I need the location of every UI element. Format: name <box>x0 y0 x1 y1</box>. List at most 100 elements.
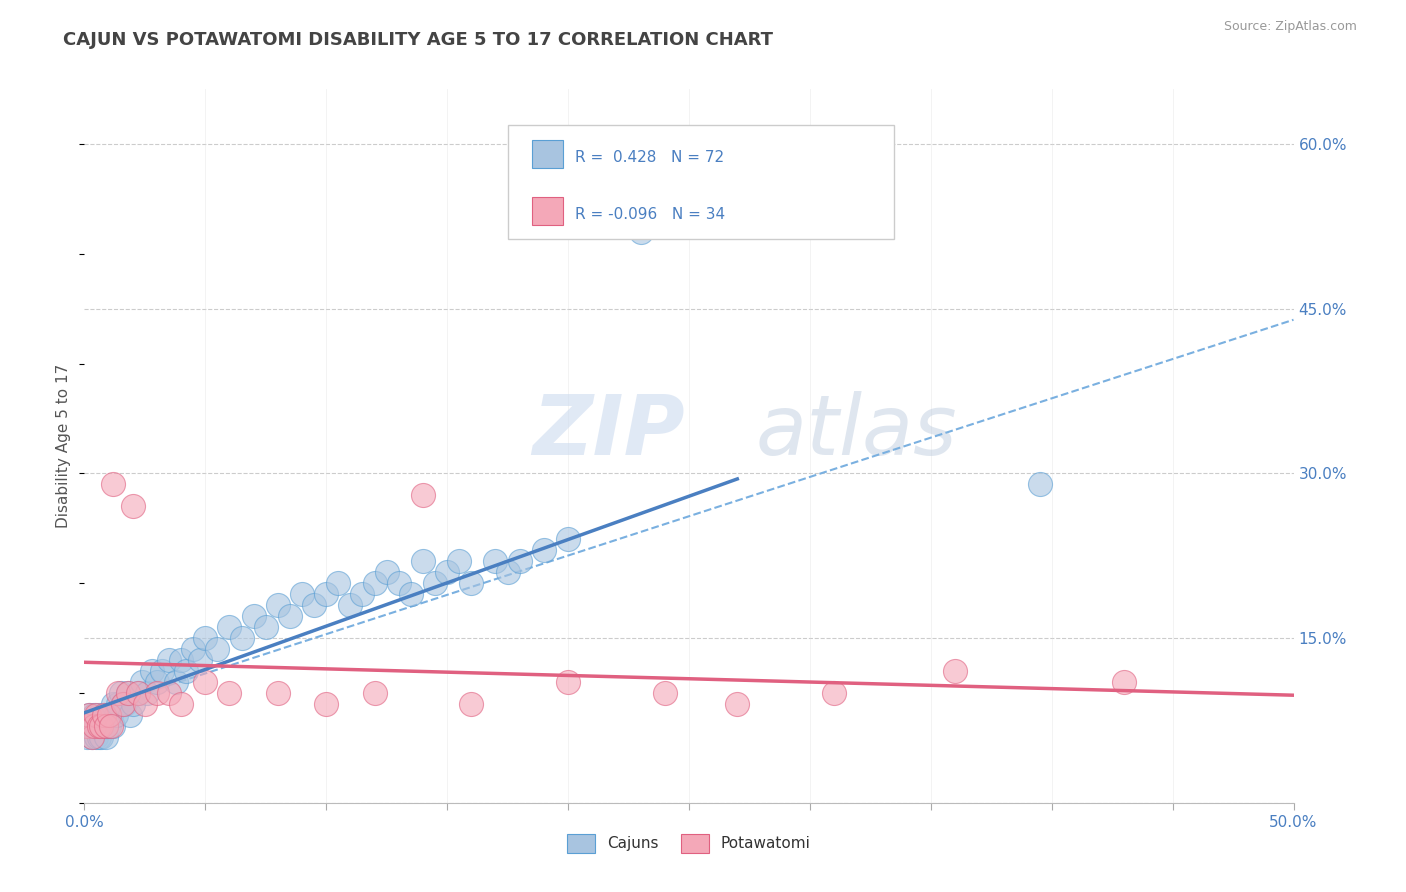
Point <box>90 719 112 733</box>
Text: ZIP: ZIP <box>531 392 685 472</box>
Point <box>725 697 748 711</box>
Point <box>87 730 110 744</box>
Point <box>127 686 149 700</box>
Point <box>121 697 143 711</box>
Text: R =  0.428   N = 72: R = 0.428 N = 72 <box>575 150 724 165</box>
Point <box>328 576 350 591</box>
Point <box>654 686 676 700</box>
Point <box>207 642 229 657</box>
Point <box>97 708 120 723</box>
Point <box>107 697 129 711</box>
Point <box>121 500 143 514</box>
Point <box>157 653 180 667</box>
Point <box>86 730 108 744</box>
Point <box>181 642 204 657</box>
Point <box>630 225 652 239</box>
Point <box>460 576 482 591</box>
Point <box>460 697 482 711</box>
Point <box>114 697 136 711</box>
Point <box>76 730 98 744</box>
FancyBboxPatch shape <box>531 140 564 168</box>
Point <box>170 697 193 711</box>
Point <box>496 566 519 580</box>
Point <box>352 587 374 601</box>
Point <box>77 708 100 723</box>
Point <box>134 697 156 711</box>
Point <box>557 675 579 690</box>
Point <box>302 598 325 612</box>
Point <box>103 477 125 491</box>
Point <box>100 708 122 723</box>
Point <box>267 598 290 612</box>
Text: R = -0.096   N = 34: R = -0.096 N = 34 <box>575 207 725 222</box>
Point <box>86 719 108 733</box>
Point <box>170 653 193 667</box>
Point <box>278 609 301 624</box>
Point <box>94 730 117 744</box>
Point <box>83 719 105 733</box>
Point <box>339 598 361 612</box>
Point <box>77 719 100 733</box>
Point <box>94 719 117 733</box>
Point <box>94 719 117 733</box>
Point <box>174 664 197 678</box>
Point <box>363 576 385 591</box>
Point <box>87 708 110 723</box>
Point <box>218 620 240 634</box>
Point <box>412 554 434 568</box>
Point <box>231 631 253 645</box>
Point <box>375 566 398 580</box>
Point <box>107 686 129 700</box>
Point <box>90 719 112 733</box>
Point <box>267 686 290 700</box>
Point <box>90 730 112 744</box>
Point <box>97 708 120 723</box>
Point <box>436 566 458 580</box>
Point <box>218 686 240 700</box>
Point <box>157 686 180 700</box>
Point <box>150 664 173 678</box>
Point <box>131 675 153 690</box>
Point <box>97 719 120 733</box>
Point <box>943 664 966 678</box>
Point <box>509 554 531 568</box>
Point <box>363 686 385 700</box>
Point <box>103 697 125 711</box>
Point <box>80 730 103 744</box>
Point <box>194 631 217 645</box>
Point <box>112 697 135 711</box>
Point <box>103 719 125 733</box>
FancyBboxPatch shape <box>531 197 564 225</box>
Point <box>399 587 422 601</box>
Point <box>80 719 103 733</box>
Point <box>533 543 555 558</box>
Point <box>117 686 139 700</box>
Point <box>87 719 110 733</box>
Point <box>1028 477 1050 491</box>
Point <box>86 708 108 723</box>
Point <box>141 664 163 678</box>
Point <box>77 708 100 723</box>
Point <box>412 488 434 502</box>
Text: CAJUN VS POTAWATOMI DISABILITY AGE 5 TO 17 CORRELATION CHART: CAJUN VS POTAWATOMI DISABILITY AGE 5 TO … <box>63 31 773 49</box>
Point <box>315 697 337 711</box>
Point <box>93 719 115 733</box>
Point <box>80 730 103 744</box>
Point <box>291 587 314 601</box>
FancyBboxPatch shape <box>508 125 894 239</box>
Text: atlas: atlas <box>755 392 957 472</box>
Legend: Cajuns, Potawatomi: Cajuns, Potawatomi <box>561 828 817 859</box>
Point <box>254 620 277 634</box>
Point <box>110 686 132 700</box>
Point <box>120 708 142 723</box>
Point <box>76 719 98 733</box>
Point <box>127 686 149 700</box>
Point <box>190 653 212 667</box>
Point <box>388 576 411 591</box>
Point <box>93 708 115 723</box>
Point <box>146 675 169 690</box>
Point <box>423 576 446 591</box>
Point <box>83 719 105 733</box>
Point <box>83 708 105 723</box>
Point <box>484 554 506 568</box>
